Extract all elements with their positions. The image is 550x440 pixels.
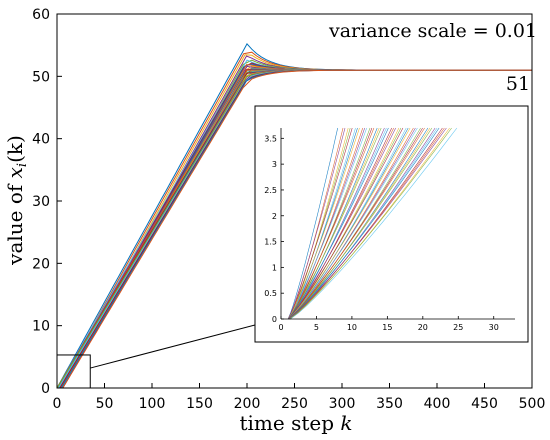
inset-series-line xyxy=(290,127,450,320)
inset-x-axis: 0 5 10 15 20 25 30 xyxy=(278,316,515,332)
inset-x-tick-label: 15 xyxy=(382,323,392,332)
inset-y-axis: 0 0.5 1 1.5 2 2.5 3 3.5 xyxy=(264,128,284,324)
inset-series-line xyxy=(287,127,338,320)
inset-series-line xyxy=(287,127,418,320)
inset-series-line xyxy=(287,127,353,320)
inset-series-line xyxy=(289,127,445,320)
y-tick-label: 40 xyxy=(32,132,50,148)
main-series-group xyxy=(56,43,532,389)
inset-x-tick-label: 20 xyxy=(418,323,428,332)
inset-series-line xyxy=(288,127,416,320)
inset-y-tick-label: 3.5 xyxy=(264,134,277,143)
inset-x-tick-label: 5 xyxy=(314,323,319,332)
inset-series-line xyxy=(288,127,344,320)
variance-scale-annotation: variance scale = 0.01 xyxy=(328,20,537,42)
inset-series-line xyxy=(288,127,402,320)
inset-series-line xyxy=(289,127,431,320)
inset-series-line xyxy=(288,127,423,320)
x-tick-label: 150 xyxy=(186,396,213,412)
x-tick-label: 0 xyxy=(53,396,62,412)
series-line xyxy=(62,69,532,389)
inset-series-line xyxy=(287,127,375,320)
y-tick-label: 60 xyxy=(32,7,50,23)
inset-series-group xyxy=(287,127,458,320)
inset-y-tick-label: 0 xyxy=(272,315,277,324)
main-y-axis: 0 10 20 30 40 50 60 xyxy=(32,7,62,397)
inset-series-line xyxy=(290,127,458,320)
inset-y-tick-label: 1 xyxy=(272,263,277,272)
x-tick-label: 250 xyxy=(281,396,308,412)
inset-series-line xyxy=(290,127,443,320)
inset-series-line xyxy=(287,127,433,320)
inset-x-tick-label: 0 xyxy=(278,323,283,332)
inset-x-tick-label: 30 xyxy=(489,323,499,332)
x-axis-label: time step k xyxy=(239,411,352,435)
inset-y-tick-label: 3 xyxy=(272,160,277,169)
x-tick-label: 200 xyxy=(234,396,261,412)
y-tick-label: 0 xyxy=(41,381,50,397)
inset-series-line xyxy=(288,127,365,320)
y-tick-label: 30 xyxy=(32,194,50,210)
x-tick-label: 300 xyxy=(329,396,356,412)
inset-series-line xyxy=(288,127,387,320)
inset-series-line xyxy=(287,127,447,320)
inset-series-line xyxy=(287,127,411,320)
y-tick-label: 50 xyxy=(32,69,50,85)
inset-series-line xyxy=(288,127,358,320)
inset-series-line xyxy=(287,127,440,320)
inset-series-line xyxy=(287,127,367,320)
inset-series-line xyxy=(287,127,360,320)
converged-value-label: 51 xyxy=(506,73,530,95)
x-tick-label: 100 xyxy=(139,396,166,412)
x-tick-label: 450 xyxy=(471,396,498,412)
inset-series-line xyxy=(287,127,404,320)
inset-x-tick-label: 10 xyxy=(347,323,357,332)
inset-series-line xyxy=(288,127,380,320)
inset-series-line xyxy=(287,127,389,320)
inset-series-line xyxy=(288,127,409,320)
inset-series-line xyxy=(287,127,396,320)
x-tick-label: 400 xyxy=(424,396,451,412)
main-x-axis: 0 50 100 150 200 250 300 350 400 450 500 xyxy=(53,383,546,412)
inset-series-line xyxy=(289,127,452,320)
inset-series-line xyxy=(288,127,394,320)
inset-y-tick-label: 2.5 xyxy=(264,186,277,195)
x-tick-label: 500 xyxy=(519,396,546,412)
inset-series-line xyxy=(289,127,438,320)
inset-y-tick-label: 2 xyxy=(272,212,277,221)
x-tick-label: 50 xyxy=(96,396,114,412)
y-tick-label: 20 xyxy=(32,256,50,272)
x-tick-label: 350 xyxy=(376,396,403,412)
y-tick-label: 10 xyxy=(32,319,50,335)
inset-y-tick-label: 0.5 xyxy=(264,289,277,298)
inset-series-line xyxy=(287,127,382,320)
zoom-connector-line xyxy=(90,324,256,369)
inset-series-line xyxy=(288,127,373,320)
inset-series-line xyxy=(287,127,425,320)
inset-x-tick-label: 25 xyxy=(453,323,463,332)
zoom-region-box xyxy=(56,354,91,389)
inset-series-line xyxy=(288,127,351,320)
inset-y-tick-label: 1.5 xyxy=(264,238,277,247)
y-axis-label: value of xi(k) xyxy=(3,135,30,266)
inset-series-line xyxy=(287,127,346,320)
